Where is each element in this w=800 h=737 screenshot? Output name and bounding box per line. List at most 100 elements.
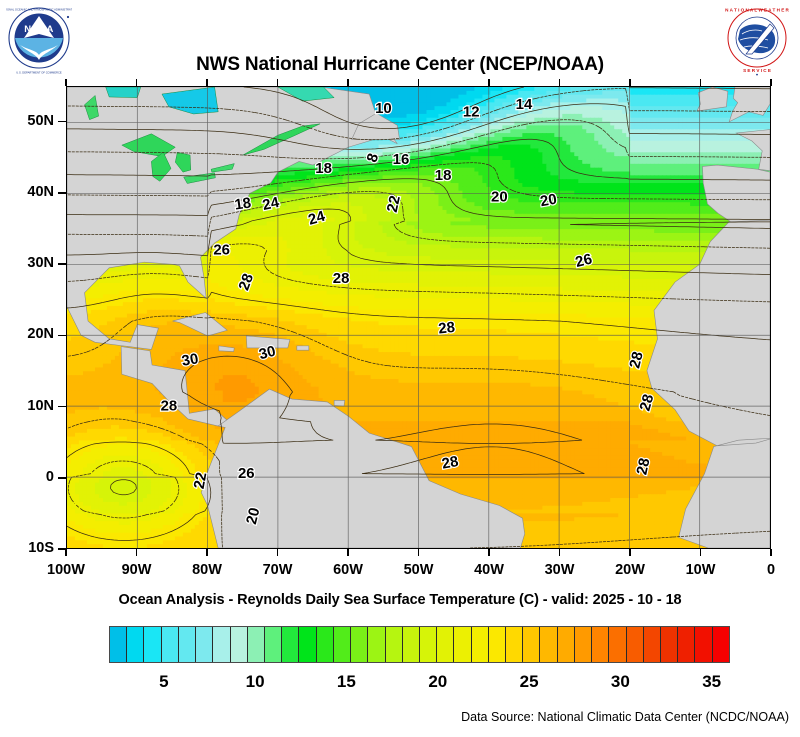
y-tick	[58, 192, 66, 194]
x-axis-label: 90W	[109, 562, 165, 578]
colorbar-cell[interactable]	[161, 627, 179, 662]
x-tick-top	[770, 79, 772, 86]
colorbar-cell[interactable]	[506, 627, 524, 662]
colorbar-cell[interactable]	[488, 627, 507, 662]
x-tick-top	[347, 79, 349, 86]
colorbar-cell[interactable]	[196, 627, 214, 662]
temperature-colorbar[interactable]	[109, 626, 730, 663]
colorbar-cell[interactable]	[368, 627, 386, 662]
colorbar-cell[interactable]	[178, 627, 197, 662]
contour-label: 28	[636, 392, 657, 413]
colorbar-cell[interactable]	[592, 627, 610, 662]
y-tick	[58, 405, 66, 408]
x-tick	[770, 549, 772, 556]
x-axis-label: 70W	[250, 562, 306, 578]
contour-lines-layer	[67, 87, 770, 548]
contour-label: 24	[306, 208, 327, 229]
colorbar-cell[interactable]	[333, 627, 352, 662]
x-tick	[65, 549, 67, 556]
x-axis-label: 30W	[532, 562, 588, 578]
colorbar-cell[interactable]	[643, 627, 661, 662]
x-tick-top	[135, 79, 138, 86]
colorbar-tick-label: 35	[692, 672, 732, 692]
colorbar-cell[interactable]	[299, 627, 317, 662]
colorbar-cell[interactable]	[712, 627, 729, 662]
colorbar-cell[interactable]	[523, 627, 541, 662]
contour-label: 24	[261, 194, 281, 214]
x-tick-top	[417, 79, 420, 86]
colorbar-cell[interactable]	[695, 627, 713, 662]
colorbar-cell[interactable]	[316, 627, 334, 662]
svg-text:NOAA: NOAA	[24, 24, 54, 35]
y-axis-label: 20N	[2, 326, 54, 342]
colorbar-cell[interactable]	[351, 627, 369, 662]
colorbar-cell[interactable]	[437, 627, 455, 662]
colorbar-cell[interactable]	[574, 627, 593, 662]
contour-label: 22	[191, 471, 211, 490]
colorbar-cell[interactable]	[557, 627, 575, 662]
colorbar-cell[interactable]	[454, 627, 472, 662]
x-axis-label: 20W	[602, 562, 658, 578]
x-tick-top	[206, 79, 208, 86]
colorbar-cell[interactable]	[385, 627, 403, 662]
x-tick	[629, 549, 631, 556]
colorbar-cell[interactable]	[661, 627, 679, 662]
x-tick	[417, 549, 420, 556]
colorbar-cell[interactable]	[247, 627, 265, 662]
x-tick	[135, 549, 138, 556]
x-tick-top	[629, 79, 631, 86]
colorbar-cell[interactable]	[626, 627, 644, 662]
colorbar-tick-label: 25	[509, 672, 549, 692]
y-tick	[58, 334, 66, 337]
contour-label: 18	[315, 160, 332, 177]
x-tick-top	[488, 79, 490, 86]
x-tick-top	[558, 79, 561, 86]
plot-subtitle: Ocean Analysis - Reynolds Daily Sea Surf…	[0, 592, 800, 608]
colorbar-tick-label: 15	[326, 672, 366, 692]
contour-label: 22	[384, 194, 404, 214]
colorbar-tick-label: 5	[144, 672, 184, 692]
contour-label: 28	[235, 271, 257, 292]
colorbar-cell[interactable]	[213, 627, 231, 662]
x-tick-top	[699, 79, 702, 86]
sst-map-plot[interactable]: 10 12 14 8 16 18 18 18 20 20 22 24 24 26 26 28 28 28 28 28 2…	[66, 86, 771, 549]
y-axis-label: 0	[2, 469, 54, 485]
x-tick	[206, 549, 208, 556]
colorbar-cell[interactable]	[471, 627, 489, 662]
colorbar-cell[interactable]	[678, 627, 696, 662]
contour-label: 28	[440, 453, 459, 473]
land-mask-layer	[67, 87, 770, 548]
graticule-layer	[67, 87, 770, 548]
contour-label: 28	[333, 270, 350, 287]
colorbar-cell[interactable]	[419, 627, 438, 662]
nws-logo: N A T I O N A L W E A T H E R S E R V I …	[722, 4, 792, 76]
colorbar-cell[interactable]	[127, 627, 145, 662]
y-tick	[58, 263, 66, 265]
colorbar-cell[interactable]	[282, 627, 300, 662]
svg-text:S E R V I C E: S E R V I C E	[743, 68, 771, 73]
x-tick-top	[65, 79, 67, 86]
contour-label: 28	[437, 319, 455, 338]
colorbar-cell[interactable]	[609, 627, 627, 662]
y-tick	[58, 120, 66, 123]
colorbar-cell[interactable]	[230, 627, 248, 662]
contour-label: 12	[463, 103, 480, 120]
colorbar-tick-label: 30	[600, 672, 640, 692]
contour-label: 26	[574, 250, 594, 271]
colorbar-cell[interactable]	[264, 627, 283, 662]
page-title: NWS National Hurricane Center (NCEP/NOAA…	[0, 54, 800, 76]
svg-text:N A T I O N A L W E A T H E: N A T I O N A L W E A T H E R	[725, 8, 789, 13]
contour-label: 30	[180, 350, 199, 370]
colorbar-cell[interactable]	[144, 627, 162, 662]
contour-label: 10	[375, 100, 392, 117]
colorbar-cell[interactable]	[110, 627, 128, 662]
colorbar-cell[interactable]	[402, 627, 420, 662]
colorbar-cell[interactable]	[540, 627, 558, 662]
contour-label: 28	[626, 350, 647, 370]
x-axis-label: 40W	[461, 562, 517, 578]
y-axis-label: 10S	[2, 540, 54, 556]
